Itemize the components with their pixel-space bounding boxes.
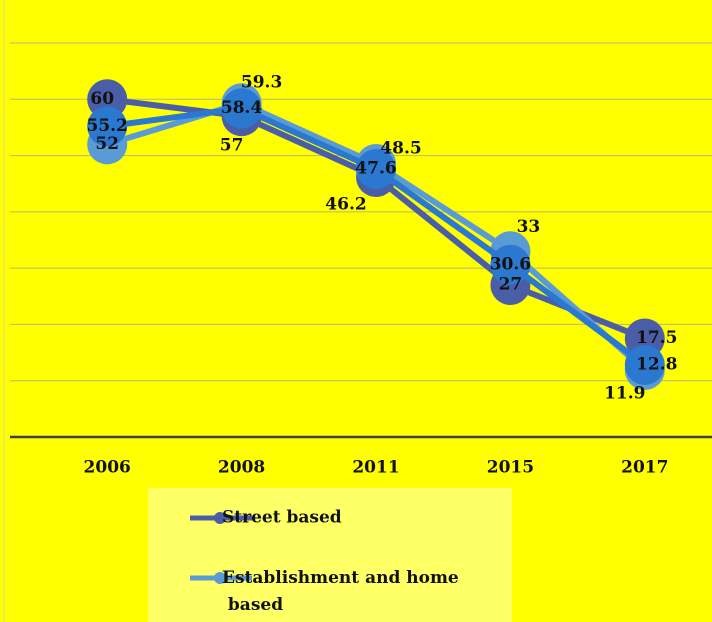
data-label: 12.8 [636,354,677,374]
data-label: 11.9 [604,384,645,404]
legend-label: Street based [222,508,342,528]
legend-label: Establishment and home based [222,568,459,615]
data-label: 17.5 [636,328,677,348]
legend-marker [214,512,226,524]
marker [221,88,262,129]
data-label: 55.2 [86,116,127,136]
marker [490,244,531,285]
data-label: 52 [95,134,119,154]
data-label: 47.6 [355,159,396,179]
marker [87,106,128,147]
x-tick-label: 2017 [621,458,668,478]
data-label: 46.2 [325,194,366,214]
data-label: 30.6 [490,254,531,274]
x-tick-label: 2006 [84,458,131,478]
x-tick-label: 2011 [352,458,399,478]
legend-box [148,488,512,622]
x-tick-label: 2015 [487,458,534,478]
data-label: 58.4 [221,98,263,118]
marker [356,149,396,190]
data-label: 27 [499,275,523,295]
x-tick-label: 2008 [218,458,265,478]
data-label: 57 [220,136,244,156]
data-label: 59.3 [241,73,282,93]
data-label: 48.5 [380,139,421,159]
data-label: 60 [90,89,114,109]
legend-marker [214,572,226,584]
marker [624,344,665,385]
data-label: 33 [517,217,541,237]
